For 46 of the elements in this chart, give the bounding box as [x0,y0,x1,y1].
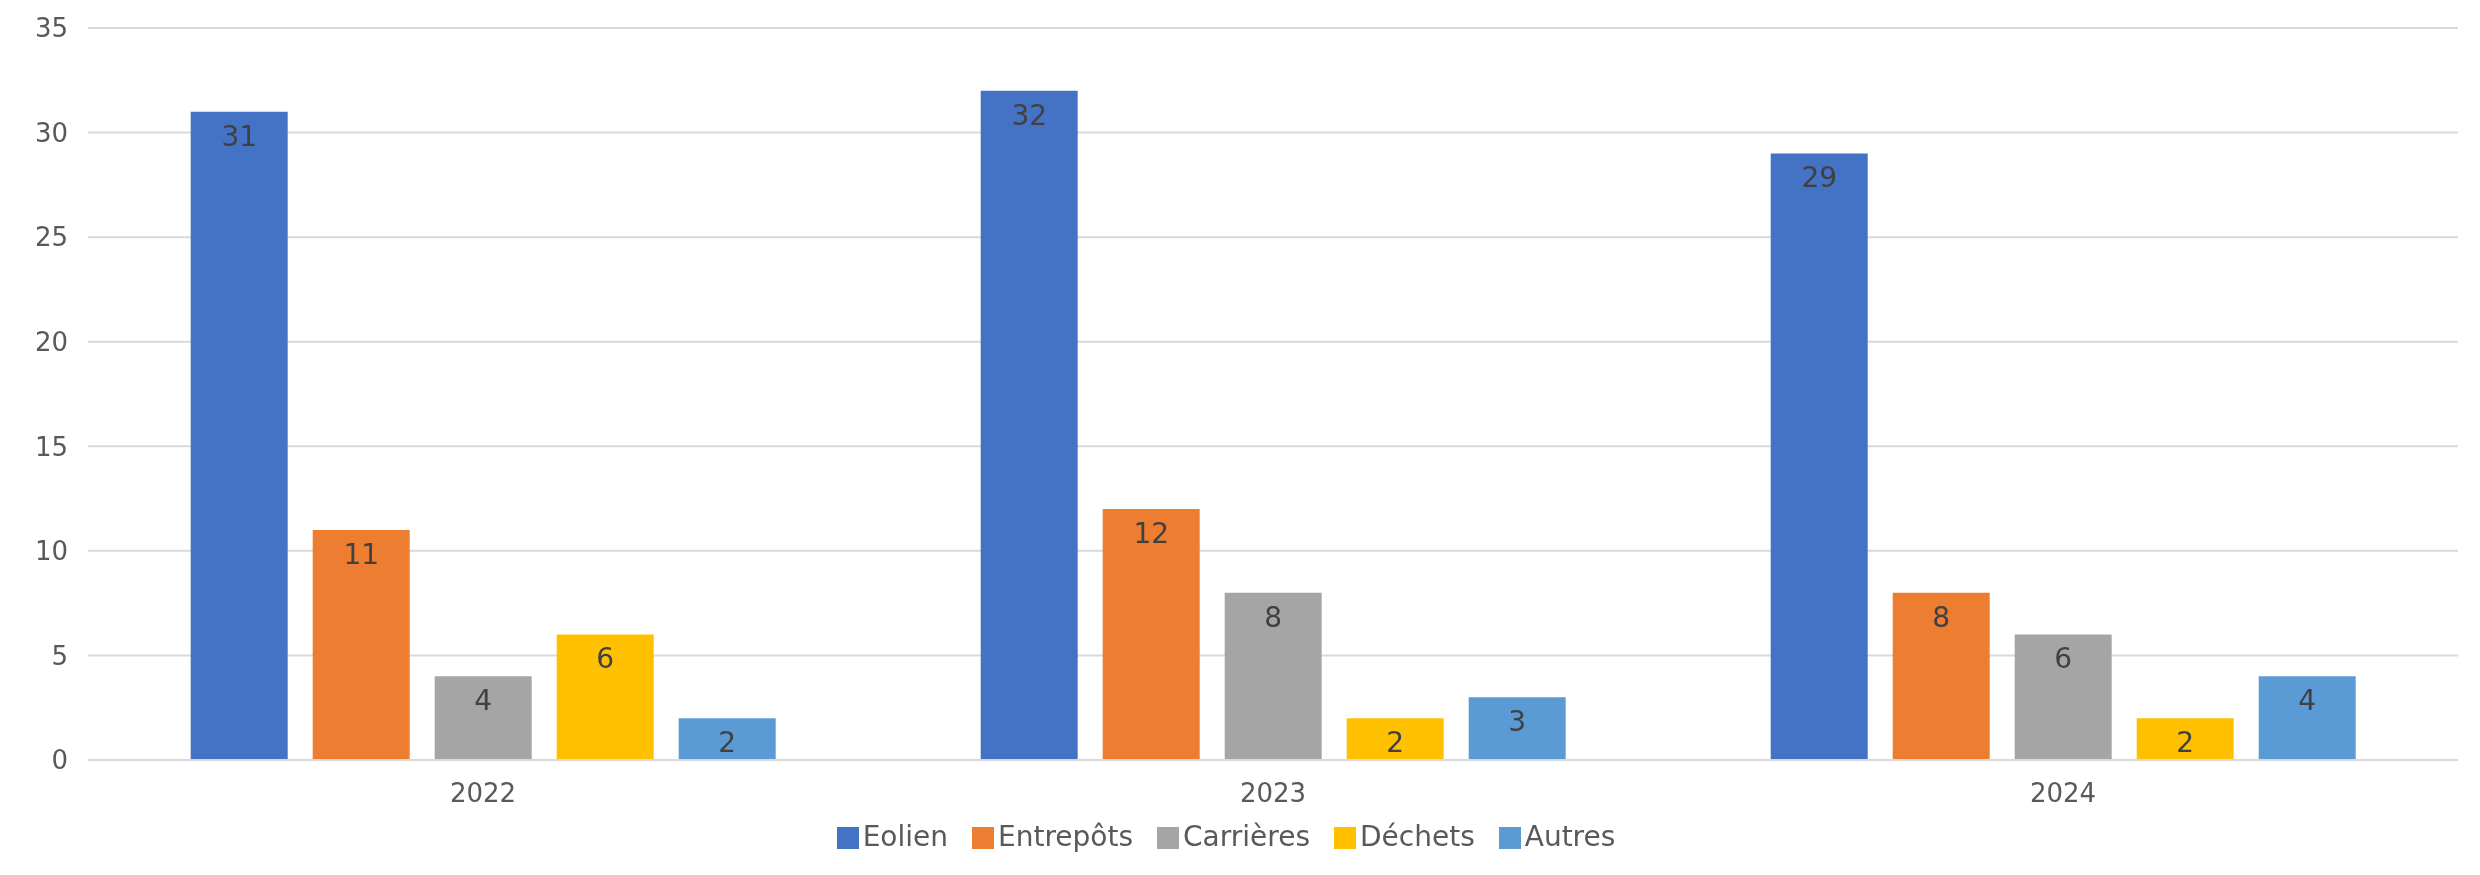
data-label: 32 [1011,98,1048,132]
data-label: 6 [596,642,615,676]
bar [1102,509,1200,760]
y-tick-label: 30 [34,117,68,148]
legend-label: Déchets [1360,820,1475,853]
x-tick-label: 2024 [2029,778,2097,809]
y-tick-label: 25 [34,222,68,253]
x-tick-label: 2022 [449,778,517,809]
bar [1892,592,1990,760]
y-tick-label: 20 [34,326,68,357]
x-tick-label: 2023 [1239,778,1307,809]
bar [312,529,410,760]
bar [1468,697,1566,760]
legend-label: Autres [1524,820,1616,853]
y-tick-label: 10 [34,536,68,567]
bar [980,90,1078,760]
bar [190,111,288,760]
y-tick-label: 5 [51,640,68,671]
bar [1346,718,1444,760]
bar [2136,718,2234,760]
legend-label: Carrières [1183,820,1310,853]
data-label: 8 [1932,600,1951,634]
data-label: 2 [718,726,737,760]
data-label: 3 [1508,705,1527,739]
y-tick-label: 15 [34,431,68,462]
bar [2258,676,2356,760]
data-label: 8 [1264,600,1283,634]
bar [556,634,654,760]
data-label: 12 [1133,516,1170,550]
data-label: 4 [474,684,493,718]
bar [2014,634,2112,760]
bar [1770,153,1868,760]
legend-label: Entrepôts [998,820,1134,853]
bar [1224,592,1322,760]
data-label: 4 [2298,684,2317,718]
data-label: 2 [2176,726,2195,760]
data-label: 11 [343,537,380,571]
data-label: 31 [221,119,258,153]
data-label: 2 [1386,726,1405,760]
legend-label: Eolien [862,820,949,853]
data-label: 6 [2054,642,2073,676]
y-tick-label: 0 [51,745,68,776]
bar [678,718,776,760]
y-tick-label: 35 [34,13,68,44]
bar [434,676,532,760]
data-label: 29 [1801,161,1838,195]
